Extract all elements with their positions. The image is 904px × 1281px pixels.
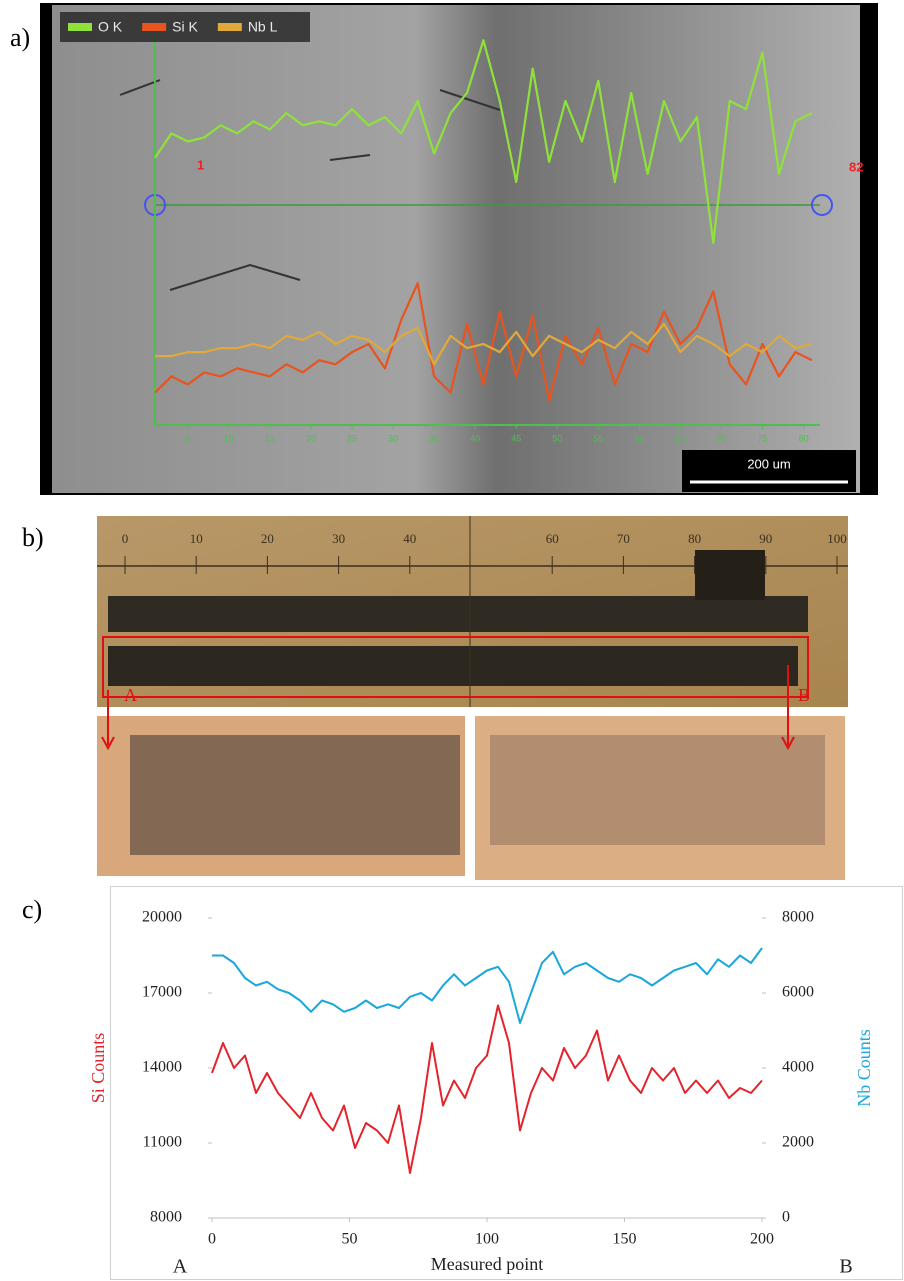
x-tick-label: 20 xyxy=(306,433,316,443)
legend-label: Nb L xyxy=(248,19,278,35)
legend-label: Si K xyxy=(172,19,198,35)
indent-array xyxy=(490,735,825,845)
y-tick-label: 14000 xyxy=(142,1059,182,1076)
x-axis-label: Measured point xyxy=(431,1254,543,1274)
y2-axis-label: Nb Counts xyxy=(854,1029,874,1107)
legend-swatch xyxy=(68,23,92,31)
ruler-label: 70 xyxy=(617,531,630,546)
start-label: A xyxy=(124,685,137,705)
x-tick-label: 15 xyxy=(265,433,275,443)
ruler-label: 20 xyxy=(261,531,274,546)
dark-spot xyxy=(695,550,765,600)
x-tick-label: 25 xyxy=(347,433,357,443)
ruler-label: 60 xyxy=(546,531,559,546)
y2-tick-label: 4000 xyxy=(782,1059,814,1076)
panel-label: b) xyxy=(22,523,44,552)
y2-tick-label: 2000 xyxy=(782,1134,814,1151)
ruler-label: 100 xyxy=(827,531,847,546)
legend-box xyxy=(60,12,310,42)
x-tick-label: 35 xyxy=(429,433,439,443)
legend-swatch xyxy=(217,23,242,31)
y2-tick-label: 6000 xyxy=(782,984,814,1001)
data-line xyxy=(154,282,813,402)
ruler: 0 10 20 30 40 60 70 80 90 100 xyxy=(122,531,847,574)
x-tick-label: 75 xyxy=(758,433,768,443)
zoom-arrow xyxy=(101,665,795,751)
end-label: 82 xyxy=(849,159,863,174)
ruler-label: 40 xyxy=(403,531,416,546)
worn-area xyxy=(130,735,460,855)
legend-label: O K xyxy=(98,19,123,35)
ruler-label: 80 xyxy=(688,531,701,546)
panel-label: c) xyxy=(22,895,42,924)
x-tick-label: 45 xyxy=(511,433,521,443)
start-label: A xyxy=(173,1256,188,1278)
data-line xyxy=(155,322,813,366)
y2-tick-label: 8000 xyxy=(782,909,814,926)
x-tick-label: 40 xyxy=(470,433,480,443)
data-line xyxy=(212,947,763,1024)
x-tick-label: 100 xyxy=(475,1231,499,1248)
x-tick-label: 70 xyxy=(716,433,726,443)
track-upper xyxy=(108,596,808,632)
start-label: 1 xyxy=(197,157,204,172)
x-tick-label: 65 xyxy=(675,433,685,443)
x-tick-label: 10 xyxy=(224,433,234,443)
scan-end xyxy=(811,194,833,216)
y-tick-label: 8000 xyxy=(150,1209,182,1226)
track-lower xyxy=(108,646,798,686)
x-tick-label: 30 xyxy=(388,433,398,443)
scale-bar-label: 200 um xyxy=(747,456,790,471)
sem-image xyxy=(52,5,860,493)
panel-label: a) xyxy=(10,23,30,52)
scale-box xyxy=(682,450,856,492)
y-tick-label: 17000 xyxy=(142,984,182,1001)
end-label: B xyxy=(798,685,810,705)
x-tick-label: 50 xyxy=(342,1231,358,1248)
x-tick-label: 60 xyxy=(634,433,644,443)
selection-box xyxy=(102,636,809,698)
x-tick-label: 50 xyxy=(552,433,562,443)
x-tick-label: 55 xyxy=(593,433,603,443)
y2-tick-label: 0 xyxy=(782,1209,790,1226)
data-line xyxy=(211,1004,763,1174)
x-tick-label: 0 xyxy=(208,1231,216,1248)
data-line xyxy=(154,39,813,244)
y-axis-label: Si Counts xyxy=(88,1033,108,1104)
end-label: B xyxy=(839,1256,852,1278)
x-tick-label: 80 xyxy=(799,433,809,443)
x-tick-label: 5 xyxy=(185,433,190,443)
chart-frame xyxy=(110,886,903,1280)
sem-crack xyxy=(119,79,501,291)
ruler-label: 30 xyxy=(332,531,345,546)
ruler-label: 90 xyxy=(759,531,772,546)
y-tick-label: 20000 xyxy=(142,909,182,926)
y-tick-label: 11000 xyxy=(143,1134,182,1151)
x-tick-label: 200 xyxy=(750,1231,774,1248)
ruler-label: 0 xyxy=(122,531,129,546)
x-tick-label: 150 xyxy=(613,1231,637,1248)
legend-swatch xyxy=(142,23,167,31)
ruler-label: 10 xyxy=(190,531,203,546)
